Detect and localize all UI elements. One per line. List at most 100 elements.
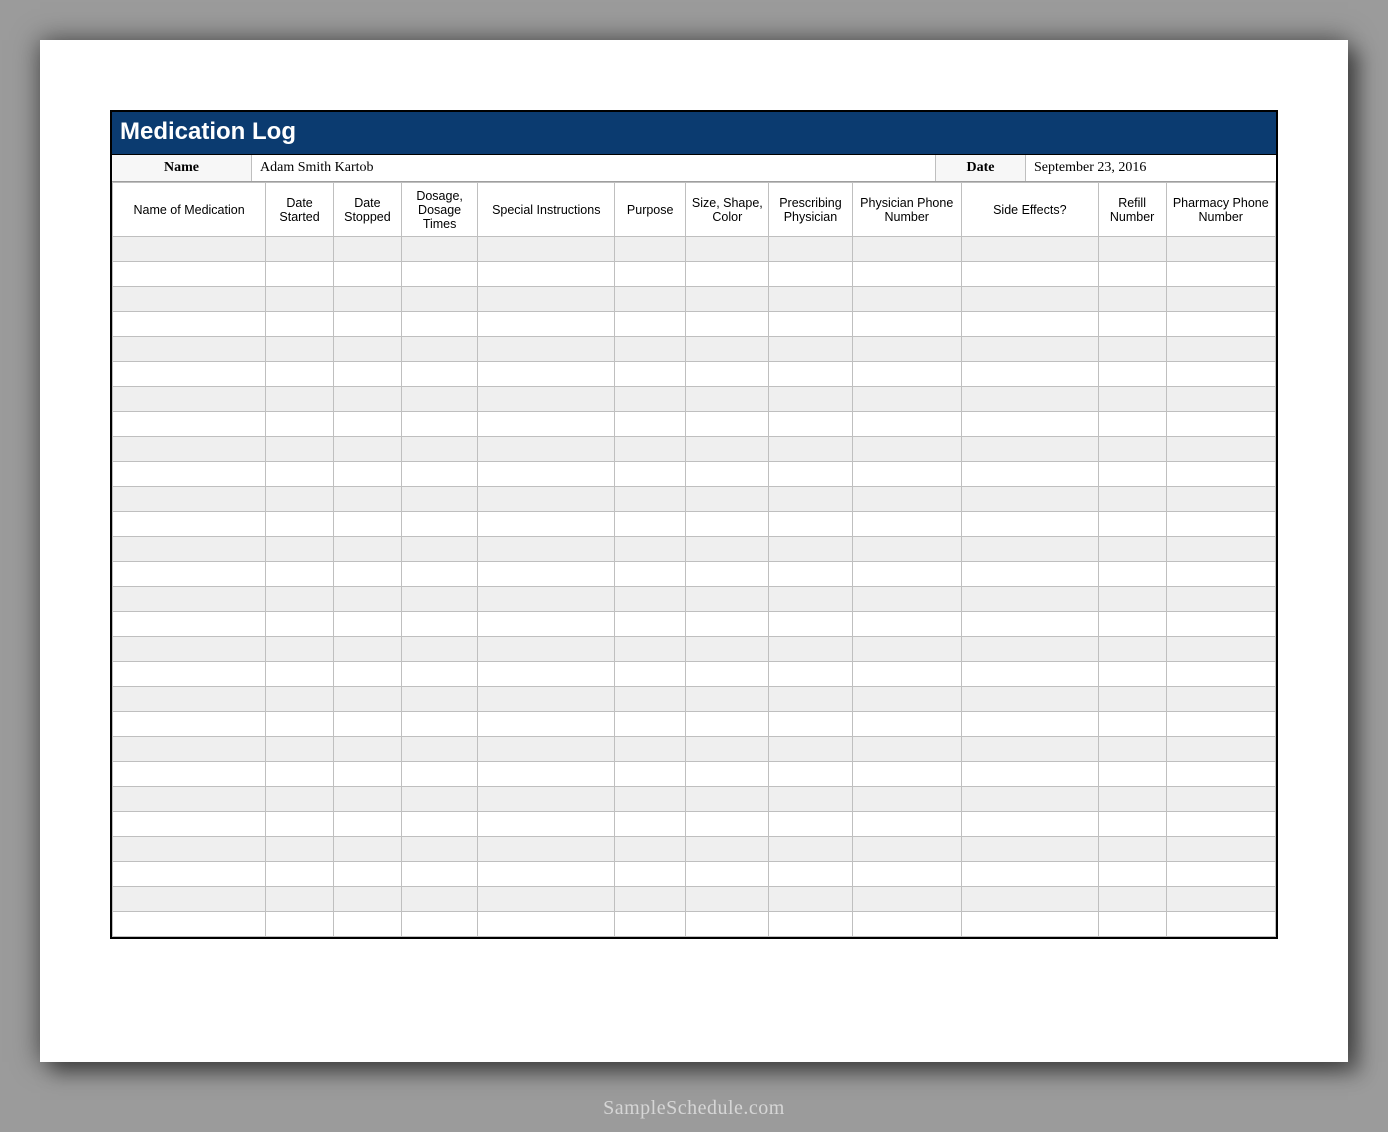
table-cell bbox=[615, 637, 686, 662]
table-cell bbox=[961, 812, 1098, 837]
table-cell bbox=[961, 512, 1098, 537]
column-header: Refill Number bbox=[1098, 183, 1166, 237]
table-cell bbox=[961, 712, 1098, 737]
table-cell bbox=[266, 537, 334, 562]
table-row bbox=[113, 787, 1276, 812]
document-page: Medication Log Name Adam Smith Kartob Da… bbox=[40, 40, 1348, 1062]
table-row bbox=[113, 462, 1276, 487]
table-row bbox=[113, 312, 1276, 337]
table-cell bbox=[266, 887, 334, 912]
table-cell bbox=[478, 387, 615, 412]
table-cell bbox=[686, 537, 769, 562]
table-row bbox=[113, 837, 1276, 862]
table-cell bbox=[478, 262, 615, 287]
table-cell bbox=[113, 537, 266, 562]
table-cell bbox=[266, 737, 334, 762]
table-cell bbox=[852, 487, 961, 512]
table-cell bbox=[1166, 412, 1275, 437]
table-cell bbox=[478, 762, 615, 787]
table-cell bbox=[615, 612, 686, 637]
table-cell bbox=[401, 637, 478, 662]
table-cell bbox=[113, 562, 266, 587]
table-cell bbox=[113, 237, 266, 262]
table-cell bbox=[769, 587, 852, 612]
table-row bbox=[113, 887, 1276, 912]
table-cell bbox=[686, 862, 769, 887]
table-cell bbox=[686, 662, 769, 687]
table-cell bbox=[961, 587, 1098, 612]
table-cell bbox=[266, 837, 334, 862]
table-cell bbox=[333, 712, 401, 737]
table-cell bbox=[266, 587, 334, 612]
table-row bbox=[113, 687, 1276, 712]
table-cell bbox=[266, 787, 334, 812]
table-cell bbox=[961, 262, 1098, 287]
table-cell bbox=[961, 787, 1098, 812]
name-label: Name bbox=[112, 155, 252, 181]
table-cell bbox=[686, 287, 769, 312]
column-header: Pharmacy Phone Number bbox=[1166, 183, 1275, 237]
table-cell bbox=[1166, 837, 1275, 862]
table-cell bbox=[401, 762, 478, 787]
table-cell bbox=[401, 387, 478, 412]
table-cell bbox=[1166, 787, 1275, 812]
table-cell bbox=[852, 687, 961, 712]
table-row bbox=[113, 387, 1276, 412]
table-cell bbox=[1166, 437, 1275, 462]
table-cell bbox=[852, 312, 961, 337]
table-cell bbox=[615, 812, 686, 837]
table-cell bbox=[113, 762, 266, 787]
table-cell bbox=[333, 737, 401, 762]
table-cell bbox=[769, 712, 852, 737]
table-cell bbox=[1098, 837, 1166, 862]
table-cell bbox=[1098, 787, 1166, 812]
table-row bbox=[113, 712, 1276, 737]
table-cell bbox=[478, 787, 615, 812]
table-cell bbox=[686, 387, 769, 412]
table-cell bbox=[401, 862, 478, 887]
table-cell bbox=[1098, 637, 1166, 662]
table-cell bbox=[113, 462, 266, 487]
table-cell bbox=[1166, 512, 1275, 537]
table-cell bbox=[961, 862, 1098, 887]
table-cell bbox=[686, 837, 769, 862]
table-cell bbox=[1166, 587, 1275, 612]
table-cell bbox=[1098, 887, 1166, 912]
table-cell bbox=[333, 887, 401, 912]
table-cell bbox=[961, 287, 1098, 312]
table-cell bbox=[478, 812, 615, 837]
table-cell bbox=[478, 587, 615, 612]
table-cell bbox=[401, 687, 478, 712]
table-cell bbox=[113, 387, 266, 412]
table-cell bbox=[333, 837, 401, 862]
table-cell bbox=[401, 712, 478, 737]
table-cell bbox=[333, 612, 401, 637]
table-cell bbox=[1098, 537, 1166, 562]
table-cell bbox=[615, 837, 686, 862]
table-cell bbox=[113, 787, 266, 812]
table-cell bbox=[478, 837, 615, 862]
table-cell bbox=[401, 312, 478, 337]
table-cell bbox=[266, 237, 334, 262]
table-row bbox=[113, 412, 1276, 437]
table-cell bbox=[686, 237, 769, 262]
table-cell bbox=[113, 737, 266, 762]
info-row: Name Adam Smith Kartob Date September 23… bbox=[112, 155, 1276, 182]
table-cell bbox=[266, 862, 334, 887]
name-value: Adam Smith Kartob bbox=[252, 155, 936, 181]
table-cell bbox=[852, 362, 961, 387]
table-cell bbox=[1166, 387, 1275, 412]
table-cell bbox=[1098, 762, 1166, 787]
column-header: Date Started bbox=[266, 183, 334, 237]
table-cell bbox=[1098, 462, 1166, 487]
table-cell bbox=[401, 562, 478, 587]
table-cell bbox=[1166, 612, 1275, 637]
table-cell bbox=[852, 712, 961, 737]
table-cell bbox=[961, 662, 1098, 687]
table-cell bbox=[266, 362, 334, 387]
table-cell bbox=[1166, 562, 1275, 587]
table-cell bbox=[615, 262, 686, 287]
table-cell bbox=[686, 762, 769, 787]
table-cell bbox=[113, 712, 266, 737]
table-cell bbox=[769, 837, 852, 862]
